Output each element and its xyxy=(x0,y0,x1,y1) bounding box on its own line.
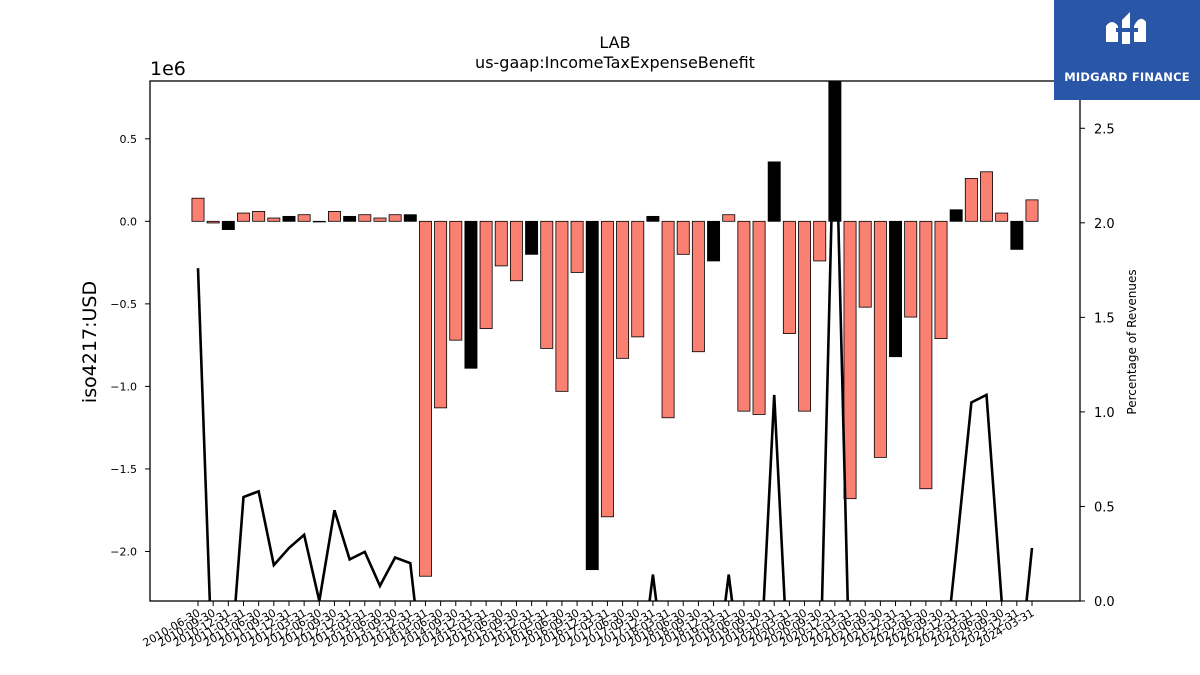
y2-axis-label: Percentage of Revenues xyxy=(1125,269,1139,414)
bar-2014-12-31 xyxy=(464,220,478,369)
bar-2011-12-31 xyxy=(282,215,296,222)
bar-2014-06-30 xyxy=(434,220,448,409)
bar-2019-06-30 xyxy=(737,220,751,412)
bar-2011-03-31 xyxy=(237,212,250,222)
bar-2011-09-30 xyxy=(267,217,281,222)
bar-2013-12-31 xyxy=(403,214,417,222)
y-offset-label: 1e6 xyxy=(150,58,186,80)
bar-2015-09-30 xyxy=(509,220,523,282)
chart-title: LAB xyxy=(599,33,630,52)
bar-2016-06-30 xyxy=(555,220,569,392)
bar-2023-06-30 xyxy=(980,171,993,222)
bar-2023-03-31 xyxy=(964,177,978,222)
bar-2019-09-30 xyxy=(752,220,766,415)
bar-2015-12-31 xyxy=(525,220,539,255)
bar-2010-09-30 xyxy=(206,220,220,224)
y-tick-label: −2.0 xyxy=(110,545,137,558)
bar-2014-03-31 xyxy=(418,220,432,577)
y-axis-label: iso4217:USD xyxy=(79,281,101,403)
bar-2020-09-30 xyxy=(813,220,827,262)
bar-2022-06-30 xyxy=(919,220,933,490)
bar-2023-09-30 xyxy=(995,212,1009,222)
bar-2011-06-30 xyxy=(252,211,266,222)
bar-2010-12-31 xyxy=(221,220,235,230)
logo-text: MIDGARD FINANCE xyxy=(1064,70,1190,84)
bar-2012-06-30 xyxy=(312,220,326,223)
y-tick-label: −0.5 xyxy=(110,298,137,311)
bar-2013-09-30 xyxy=(388,214,402,222)
bar-2014-09-30 xyxy=(449,220,463,341)
bar-2018-09-30 xyxy=(691,220,705,353)
bar-2019-12-31 xyxy=(767,161,781,222)
bar-2017-09-30 xyxy=(631,220,645,338)
bar-2021-12-31 xyxy=(889,220,902,358)
bar-2016-03-31 xyxy=(540,220,554,349)
bar-2012-03-31 xyxy=(297,214,311,222)
bar-2020-06-30 xyxy=(798,220,812,412)
percentage-line xyxy=(196,80,1034,601)
y2-tick-label: 1.5 xyxy=(1094,311,1115,326)
bar-2020-03-31 xyxy=(782,220,796,334)
bar-2013-06-30 xyxy=(373,217,387,222)
bar-2022-03-31 xyxy=(904,220,918,318)
bar-2017-03-31 xyxy=(600,220,614,518)
bar-2015-06-30 xyxy=(494,220,508,267)
bar-2024-03-31 xyxy=(1025,199,1039,222)
bar-2017-12-31 xyxy=(646,215,660,222)
plot-frame xyxy=(149,80,1081,602)
bar-2021-03-31 xyxy=(843,220,857,500)
bar-2015-03-31 xyxy=(479,220,493,330)
bars-group xyxy=(191,81,1039,577)
y2-tick-label: 2.0 xyxy=(1094,217,1115,232)
bar-2022-12-31 xyxy=(949,209,963,222)
bar-2019-03-31 xyxy=(722,214,736,222)
axes-group: 0.5 0.0 −0.5 −1.0 −1.5 −2.0 0.0 0.5 1.0 1.5 2.0 2.5… xyxy=(110,80,1115,650)
bar-2016-12-31 xyxy=(585,220,599,571)
bar-2017-06-30 xyxy=(616,220,630,359)
y2-tick-label: 1.0 xyxy=(1094,406,1115,421)
y-tick-label: 0.0 xyxy=(120,215,138,228)
logo-icon xyxy=(1106,12,1146,44)
bar-2023-12-31 xyxy=(1010,220,1024,250)
bar-2013-03-31 xyxy=(358,214,372,222)
y-tick-label: −1.5 xyxy=(110,463,137,476)
bar-2018-12-31 xyxy=(707,220,721,262)
y-tick-label: 0.5 xyxy=(120,133,138,146)
bar-2021-09-30 xyxy=(873,220,887,458)
bar-2012-09-30 xyxy=(328,211,341,222)
chart-subtitle: us-gaap:IncomeTaxExpenseBenefit xyxy=(475,53,755,72)
bar-2018-03-31 xyxy=(661,220,675,419)
bar-2010-06-30 xyxy=(191,197,205,222)
bar-2016-09-30 xyxy=(570,220,584,273)
y-tick-label: −1.0 xyxy=(110,380,137,393)
y2-tick-label: 2.5 xyxy=(1094,122,1115,137)
logo: MIDGARD FINANCE xyxy=(1054,0,1200,100)
bar-2021-06-30 xyxy=(858,220,872,308)
line-group xyxy=(196,80,1034,601)
bar-2018-06-30 xyxy=(676,220,690,255)
y2-tick-label: 0.5 xyxy=(1094,500,1115,515)
bar-2022-09-30 xyxy=(934,220,948,339)
bar-2012-12-31 xyxy=(343,215,357,222)
y2-tick-label: 0.0 xyxy=(1094,595,1115,610)
